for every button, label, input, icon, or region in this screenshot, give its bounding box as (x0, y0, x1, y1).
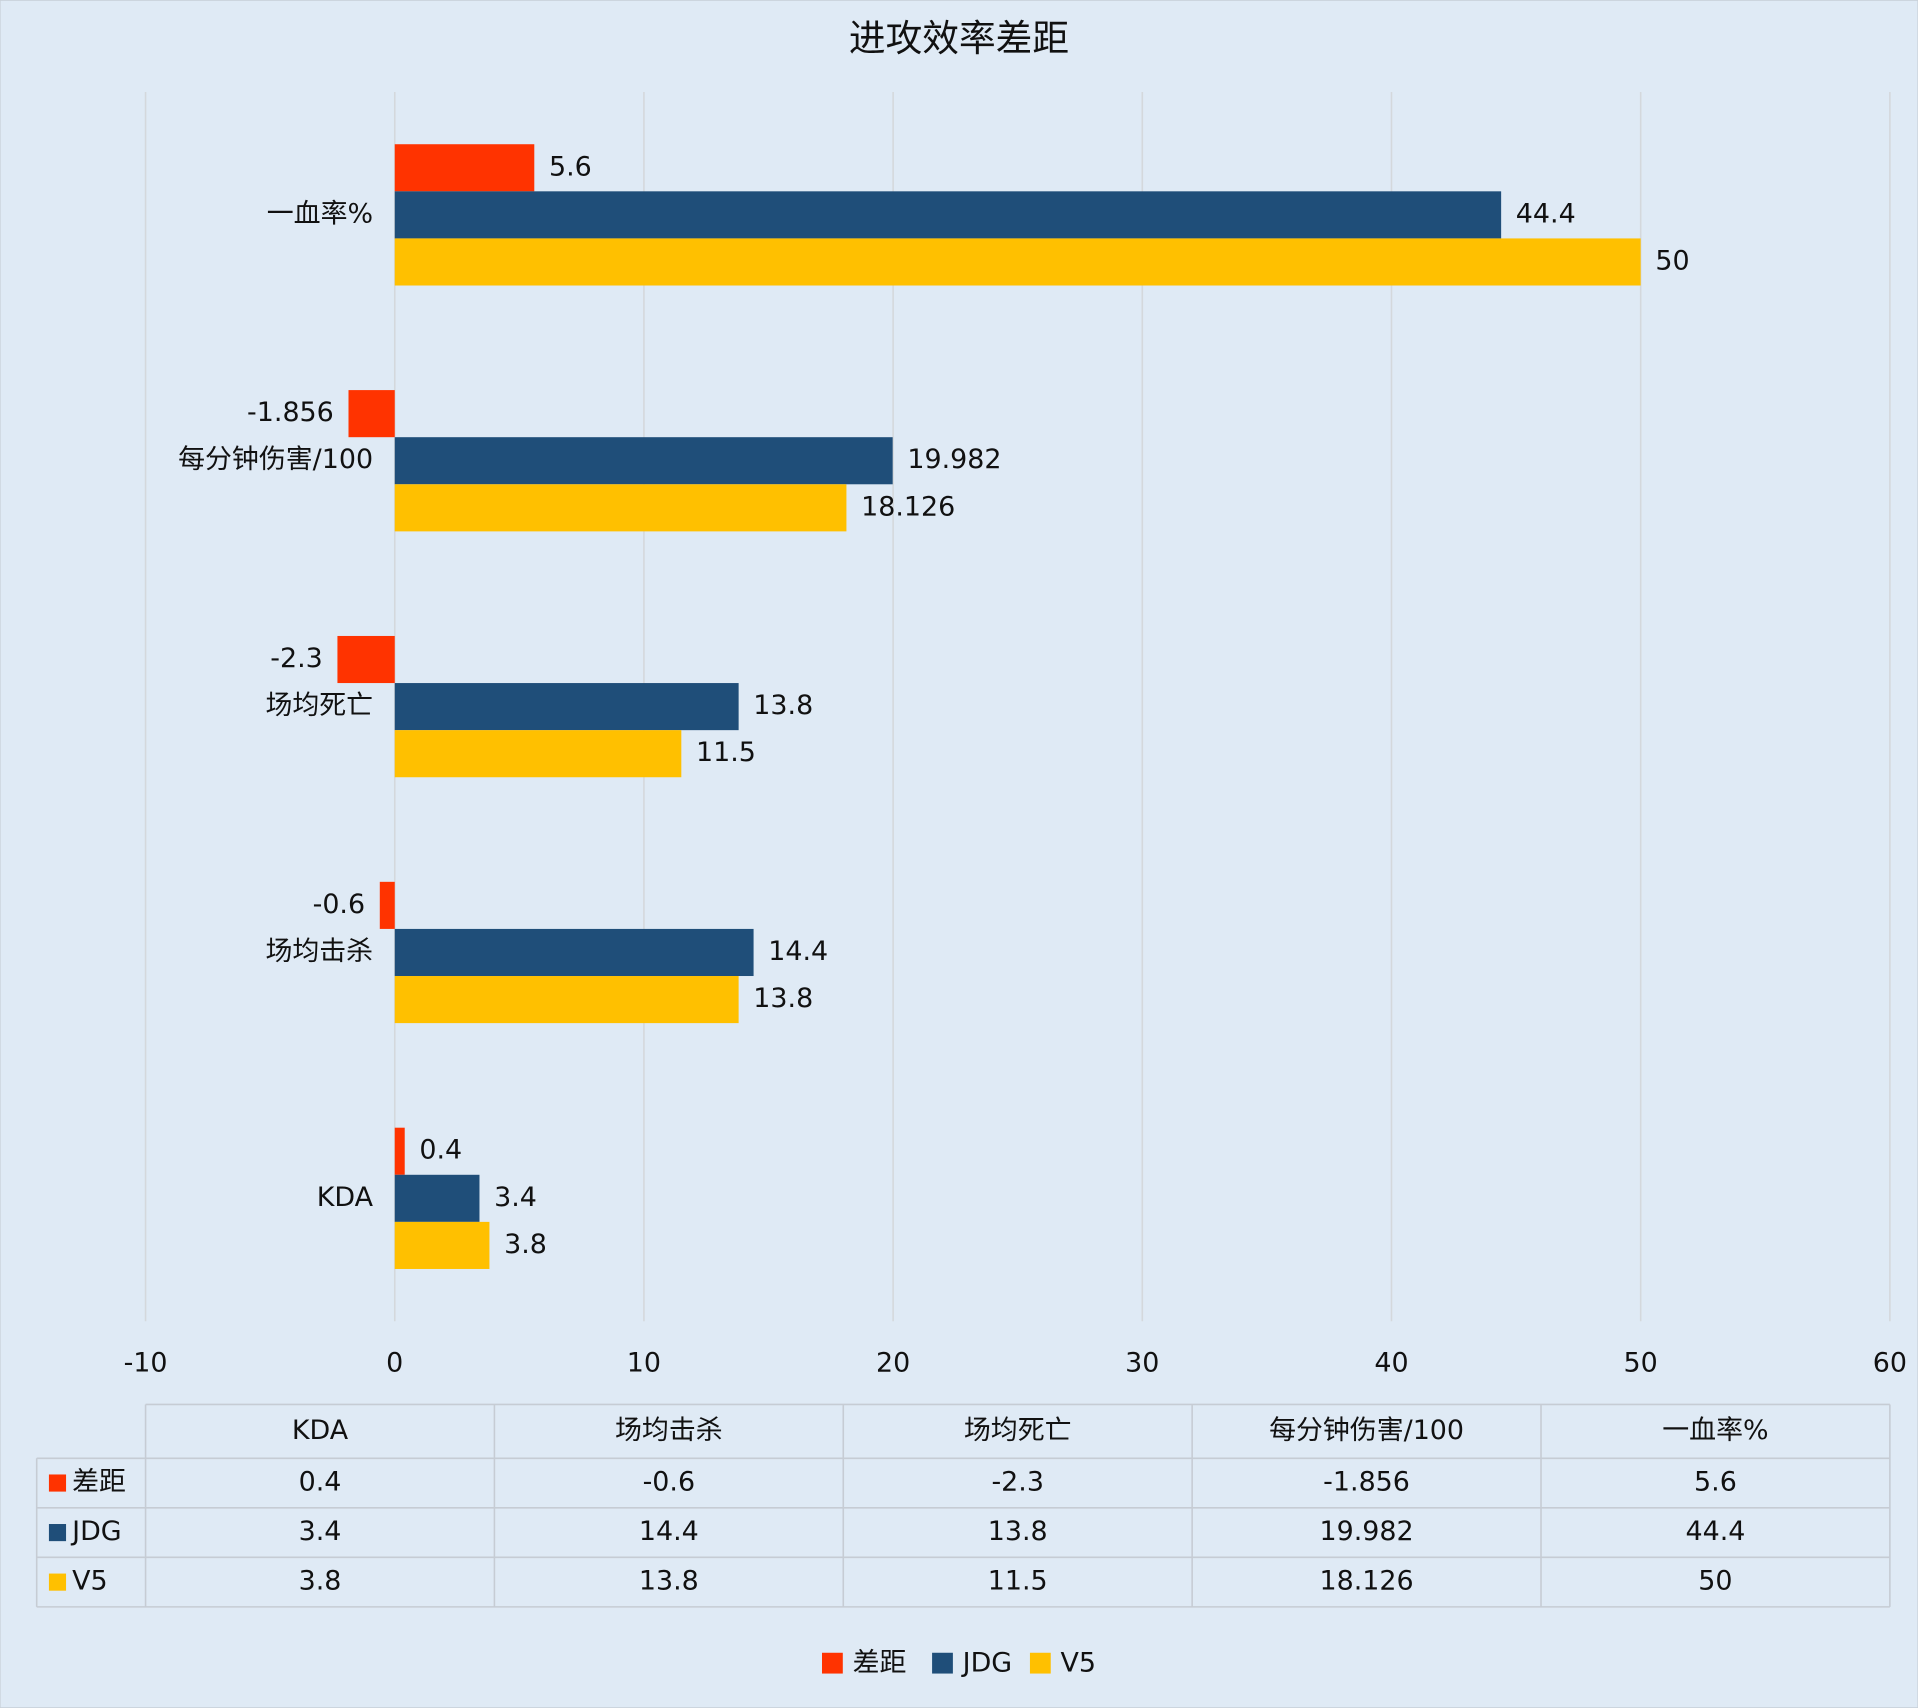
legend-label: 差距 (853, 1647, 907, 1678)
category-label: 场均死亡 (265, 690, 373, 721)
x-tick-label: 60 (1873, 1348, 1907, 1379)
bar (394, 928, 754, 977)
x-tick-label: 40 (1374, 1348, 1408, 1379)
category-label: 场均击杀 (265, 936, 373, 967)
table-cell: 50 (1698, 1566, 1732, 1597)
table-cell: -0.6 (643, 1467, 696, 1498)
legend-key (822, 1652, 843, 1674)
data-label: -2.3 (270, 643, 323, 674)
table-legend-key (48, 1524, 67, 1542)
data-label: 18.126 (861, 491, 955, 522)
table-cell: 19.982 (1319, 1516, 1413, 1547)
data-label: -0.6 (313, 889, 365, 920)
bar (394, 437, 893, 485)
x-tick-label: 30 (1125, 1348, 1159, 1379)
bar (394, 730, 682, 778)
table-cell: 14.4 (639, 1516, 699, 1547)
data-label: 5.6 (549, 151, 592, 182)
table-cell: 0.4 (299, 1467, 342, 1498)
bar (394, 1221, 490, 1269)
bar (394, 976, 739, 1024)
table-cell: 11.5 (988, 1566, 1048, 1597)
table-cell: 44.4 (1685, 1516, 1745, 1547)
legend-key (932, 1652, 953, 1674)
x-tick-label: 0 (386, 1348, 403, 1379)
table-cell: 13.8 (639, 1566, 699, 1597)
data-label: 50 (1655, 245, 1689, 276)
table-cell: 3.4 (299, 1516, 342, 1547)
data-label: 11.5 (696, 737, 756, 768)
table-cell: 3.8 (299, 1566, 342, 1597)
table-header: 场均击杀 (615, 1415, 723, 1446)
table-header: 每分钟伤害/100 (1269, 1415, 1464, 1446)
data-label: 3.4 (494, 1182, 537, 1213)
category-label: 每分钟伤害/100 (178, 444, 373, 475)
category-label: 一血率% (267, 198, 373, 229)
bar (394, 1127, 405, 1175)
bar (379, 881, 395, 929)
category-label: KDA (317, 1182, 374, 1213)
data-label: 19.982 (907, 444, 1001, 475)
x-tick-label: 50 (1624, 1348, 1658, 1379)
bar (394, 484, 847, 532)
table-header: 一血率% (1662, 1415, 1768, 1446)
table-cell: 18.126 (1319, 1566, 1413, 1597)
table-cell: 5.6 (1694, 1467, 1737, 1498)
data-label: 13.8 (753, 690, 813, 721)
bar (337, 635, 395, 684)
chart-title: 进攻效率差距 (849, 17, 1069, 60)
legend-label: JDG (961, 1647, 1013, 1678)
bar (394, 1174, 480, 1222)
table-cell: -1.856 (1323, 1467, 1410, 1498)
x-tick-label: 10 (627, 1348, 661, 1379)
table-legend-key (48, 1474, 67, 1492)
bar (394, 144, 535, 192)
x-tick-label: -10 (124, 1348, 168, 1379)
data-label: -1.856 (247, 397, 334, 428)
table-header: 场均死亡 (964, 1415, 1072, 1446)
table-cell: 13.8 (988, 1516, 1048, 1547)
table-legend-key (48, 1573, 67, 1591)
bar (348, 390, 395, 438)
legend-key (1029, 1652, 1051, 1674)
table-header: KDA (292, 1415, 349, 1446)
legend-label: V5 (1061, 1647, 1097, 1678)
bar (394, 683, 739, 731)
table-cell: -2.3 (991, 1467, 1044, 1498)
data-label: 13.8 (753, 983, 813, 1014)
data-label: 44.4 (1516, 198, 1576, 229)
table-row-label: 差距 (72, 1467, 126, 1498)
bar (394, 191, 1502, 239)
data-label: 3.8 (504, 1229, 547, 1260)
data-label: 0.4 (419, 1135, 462, 1166)
table-row-label: V5 (72, 1566, 108, 1597)
x-tick-label: 20 (876, 1348, 910, 1379)
table-row-label: JDG (70, 1516, 122, 1547)
data-label: 14.4 (768, 936, 828, 967)
bar (394, 238, 1641, 286)
